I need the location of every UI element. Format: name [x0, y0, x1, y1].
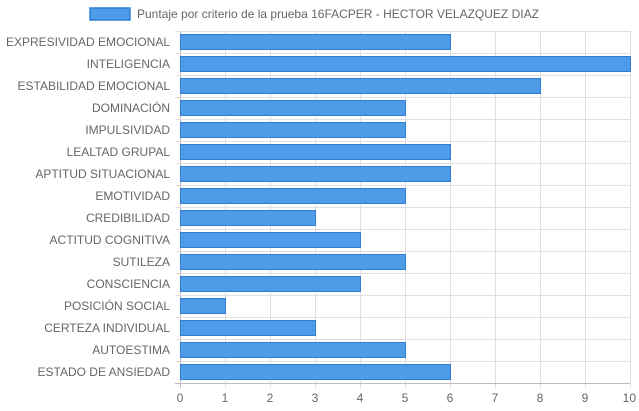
bar[interactable] [180, 276, 361, 292]
category-label: POSICIÓN SOCIAL [64, 298, 170, 313]
category-label: ACTITUD COGNITIVA [50, 233, 170, 247]
category-label: EMOTIVIDAD [95, 189, 170, 203]
bars [180, 34, 631, 380]
x-tick-label: 3 [312, 391, 319, 405]
category-label: INTELIGENCIA [87, 57, 170, 71]
bar[interactable] [180, 100, 406, 116]
bar[interactable] [180, 144, 451, 160]
x-tick-label: 2 [267, 391, 274, 405]
category-label: ESTABILIDAD EMOCIONAL [18, 79, 171, 93]
bar[interactable] [180, 122, 406, 138]
bar[interactable] [180, 34, 451, 50]
category-label: APTITUD SITUACIONAL [35, 167, 170, 181]
bar[interactable] [180, 342, 406, 358]
category-label: IMPULSIVIDAD [85, 123, 170, 137]
bar[interactable] [180, 364, 451, 380]
bar[interactable] [180, 254, 406, 270]
category-label: CONSCIENCIA [87, 277, 170, 291]
bar[interactable] [180, 232, 361, 248]
category-label: AUTOESTIMA [92, 343, 170, 357]
x-tick-label: 7 [492, 391, 499, 405]
category-label: ESTADO DE ANSIEDAD [38, 365, 171, 379]
bar[interactable] [180, 188, 406, 204]
x-tick-label: 0 [177, 391, 184, 405]
legend-swatch [89, 7, 131, 21]
category-label: LEALTAD GRUPAL [67, 145, 171, 159]
category-label: EXPRESIVIDAD EMOCIONAL [6, 35, 170, 49]
x-tick-label: 8 [537, 391, 544, 405]
category-labels: EXPRESIVIDAD EMOCIONAL INTELIGENCIA ESTABI… [6, 35, 170, 379]
bar[interactable] [180, 166, 451, 182]
bar[interactable] [180, 78, 541, 94]
x-tick-label: 4 [357, 391, 364, 405]
x-tick-label: 6 [447, 391, 454, 405]
bar[interactable] [180, 320, 316, 336]
legend-series-name: Puntaje por criterio de la prueba 16FACP… [137, 7, 539, 21]
category-label: SUTILEZA [113, 255, 170, 269]
x-tick-label: 1 [222, 391, 229, 405]
x-tick-label: 9 [582, 391, 589, 405]
category-label: CERTEZA INDIVIDUAL [44, 321, 170, 335]
bar[interactable] [180, 56, 631, 72]
bar[interactable] [180, 298, 226, 314]
category-label: DOMINACIÓN [92, 100, 170, 115]
legend[interactable]: Puntaje por criterio de la prueba 16FACP… [89, 7, 539, 21]
x-tick-label: 5 [402, 391, 409, 405]
bar[interactable] [180, 210, 316, 226]
x-axis-tick-labels: 0 1 2 3 4 5 6 7 8 9 10 [177, 391, 637, 405]
x-tick-label: 10 [623, 391, 637, 405]
category-label: CREDIBILIDAD [86, 211, 170, 225]
